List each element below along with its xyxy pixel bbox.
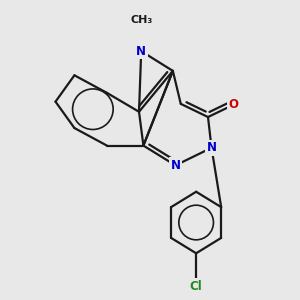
Text: N: N xyxy=(170,159,181,172)
Text: Cl: Cl xyxy=(190,280,203,293)
Text: O: O xyxy=(229,98,238,111)
Text: N: N xyxy=(136,45,146,58)
Text: CH₃: CH₃ xyxy=(130,15,152,26)
Text: N: N xyxy=(206,141,217,154)
